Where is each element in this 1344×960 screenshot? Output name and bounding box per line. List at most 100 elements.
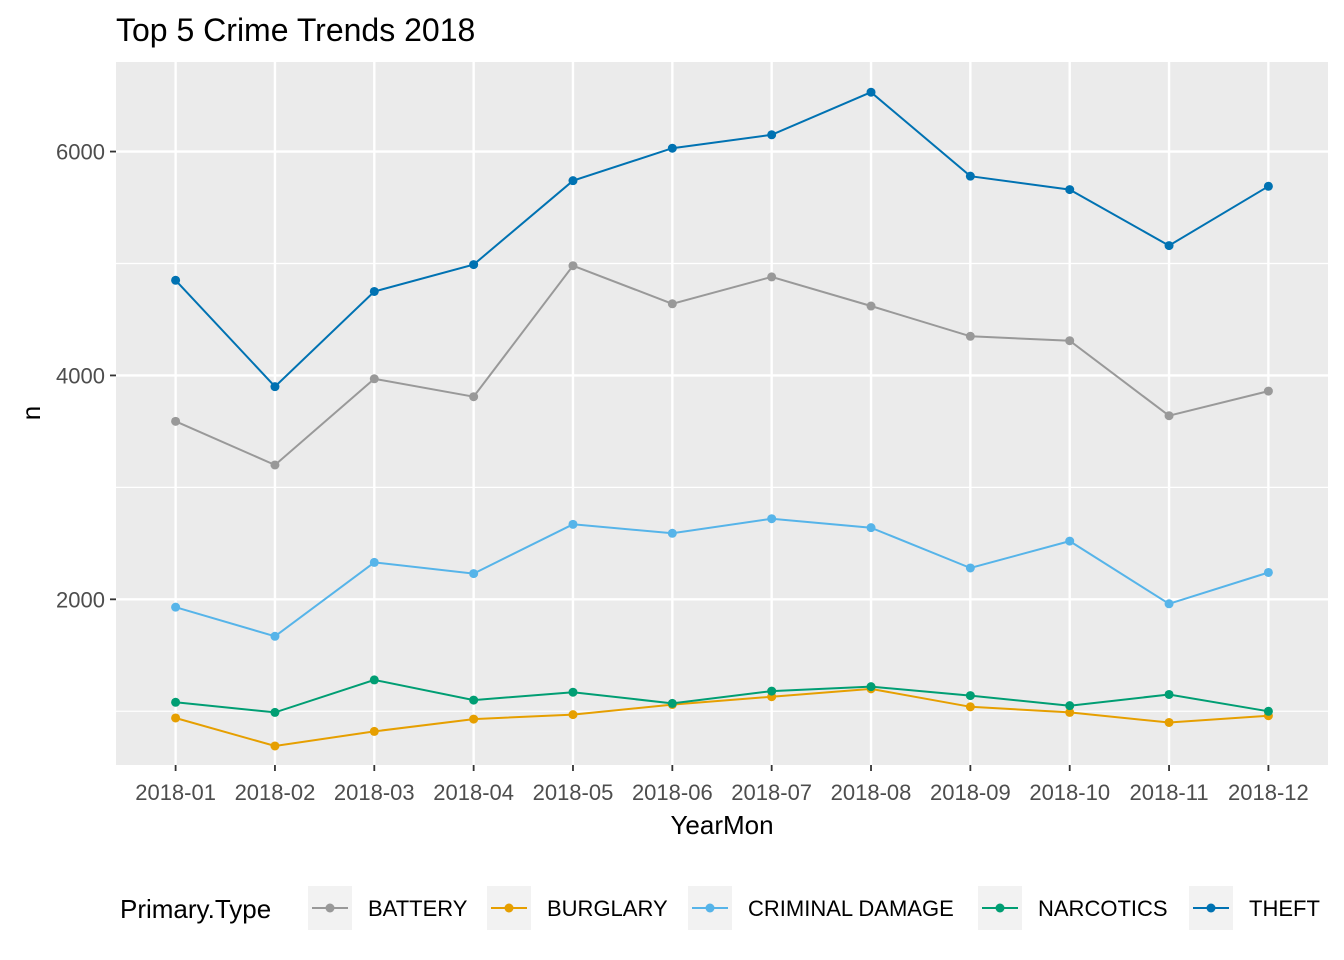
data-point xyxy=(270,707,280,717)
chart-title: Top 5 Crime Trends 2018 xyxy=(116,12,475,48)
data-point xyxy=(866,523,876,533)
series-battery xyxy=(171,261,1273,470)
data-point xyxy=(369,557,379,567)
data-point xyxy=(965,331,975,341)
x-tick-label: 2018-06 xyxy=(632,780,713,805)
data-point xyxy=(171,697,181,707)
legend-key-point xyxy=(705,903,715,913)
data-point xyxy=(1263,706,1273,716)
data-point xyxy=(369,286,379,296)
series-theft xyxy=(171,87,1273,392)
series-line-criminal-damage xyxy=(175,517,1269,638)
x-tick-label: 2018-01 xyxy=(135,780,216,805)
x-tick-label: 2018-11 xyxy=(1129,780,1208,805)
legend-label: NARCOTICS xyxy=(1038,896,1168,921)
x-tick-label: 2018-07 xyxy=(731,780,812,805)
axes: 2000 4000 6000 2018-01 2018-02 2018-03 2018-04… xyxy=(56,140,1309,805)
legend-label: CRIMINAL DAMAGE xyxy=(748,896,954,921)
data-point xyxy=(667,698,677,708)
data-point xyxy=(469,392,479,402)
data-point xyxy=(965,691,975,701)
legend-key-point xyxy=(1206,903,1216,913)
legend-item-theft: THEFT xyxy=(1189,886,1320,930)
series-narcotics xyxy=(171,675,1273,717)
data-point xyxy=(369,374,379,384)
x-tick-label: 2018-10 xyxy=(1029,780,1110,805)
data-point xyxy=(767,130,777,140)
x-tick-label: 2018-12 xyxy=(1228,780,1309,805)
legend-key-point xyxy=(325,903,335,913)
series-criminal-damage xyxy=(171,514,1273,641)
x-tick-label: 2018-04 xyxy=(433,780,514,805)
data-point xyxy=(568,687,578,697)
data-point xyxy=(568,519,578,529)
data-point xyxy=(1065,701,1075,711)
legend-label: BATTERY xyxy=(368,896,468,921)
x-tick-label: 2018-03 xyxy=(334,780,415,805)
series-line-burglary xyxy=(175,687,1269,748)
series-line-narcotics xyxy=(175,678,1269,714)
data-point xyxy=(965,171,975,181)
data-point xyxy=(1164,689,1174,699)
data-point xyxy=(568,261,578,271)
data-point xyxy=(369,675,379,685)
data-point xyxy=(270,460,280,470)
data-point xyxy=(469,714,479,724)
data-point xyxy=(767,514,777,524)
y-axis-title: n xyxy=(16,406,46,420)
data-point xyxy=(568,710,578,720)
data-point xyxy=(1263,181,1273,191)
data-point xyxy=(965,563,975,573)
x-tick-label: 2018-09 xyxy=(930,780,1011,805)
data-point xyxy=(171,416,181,426)
legend-item-battery: BATTERY xyxy=(308,886,468,930)
data-point xyxy=(1065,536,1075,546)
data-point xyxy=(1164,241,1174,251)
data-point xyxy=(270,631,280,641)
y-tick-label: 4000 xyxy=(56,363,105,388)
legend: Primary.Type BATTERY BURGLARY CRIMINAL DAM… xyxy=(120,886,1320,930)
data-point xyxy=(667,528,677,538)
series-line-battery xyxy=(175,264,1269,467)
legend-item-criminal-damage: CRIMINAL DAMAGE xyxy=(688,886,954,930)
data-point xyxy=(866,87,876,97)
data-point xyxy=(1065,707,1075,717)
data-point xyxy=(1263,567,1273,577)
data-point xyxy=(866,301,876,311)
data-point xyxy=(667,299,677,309)
legend-title: Primary.Type xyxy=(120,894,271,924)
data-point xyxy=(171,602,181,612)
data-point xyxy=(171,275,181,285)
legend-key-point xyxy=(504,903,514,913)
data-point xyxy=(1065,185,1075,195)
series-lines xyxy=(171,87,1273,751)
data-point xyxy=(1164,599,1174,609)
data-point xyxy=(270,382,280,392)
x-tick-label: 2018-02 xyxy=(235,780,316,805)
data-point xyxy=(1263,386,1273,396)
legend-label: THEFT xyxy=(1249,896,1320,921)
data-point xyxy=(866,682,876,692)
data-point xyxy=(469,569,479,579)
data-point xyxy=(667,143,677,153)
legend-label: BURGLARY xyxy=(547,896,668,921)
legend-item-narcotics: NARCOTICS xyxy=(978,886,1168,930)
data-point xyxy=(1164,717,1174,727)
x-tick-label: 2018-05 xyxy=(533,780,614,805)
legend-key-point xyxy=(995,903,1005,913)
data-point xyxy=(767,686,777,696)
data-point xyxy=(1164,411,1174,421)
data-point xyxy=(1065,336,1075,346)
series-line-theft xyxy=(174,91,1269,389)
y-tick-label: 2000 xyxy=(56,587,105,612)
data-point xyxy=(270,741,280,751)
y-tick-label: 6000 xyxy=(56,140,105,165)
data-point xyxy=(171,713,181,723)
x-axis-title: YearMon xyxy=(670,810,773,840)
plot-panel xyxy=(116,62,1328,765)
legend-item-burglary: BURGLARY xyxy=(487,886,668,930)
data-point xyxy=(568,176,578,186)
data-point xyxy=(469,695,479,705)
data-point xyxy=(767,272,777,282)
